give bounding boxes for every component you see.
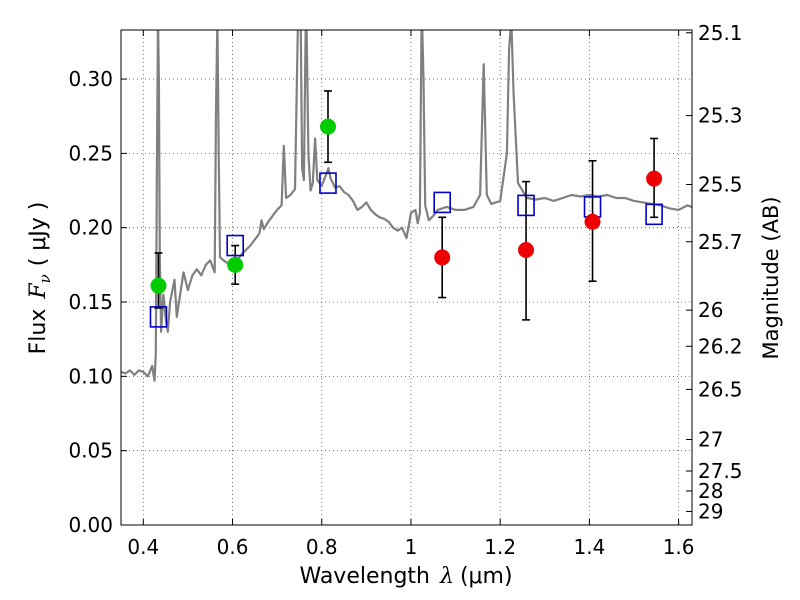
y2-tick-label: 28 — [698, 479, 723, 503]
x-axis-label: Wavelength λ (μm) — [299, 564, 512, 589]
undetected-point-marker — [646, 170, 663, 187]
x-tick-label: 0.6 — [217, 535, 249, 559]
undetected-point-marker — [584, 213, 601, 230]
y2-axis-label: Magnitude (AB) — [759, 196, 783, 359]
y-axis-label-text: Flux — [26, 309, 51, 355]
detected-point-marker — [227, 256, 244, 273]
y-axis-label-subscript: ν — [36, 274, 54, 283]
model-square-marker — [149, 306, 168, 328]
y-axis-label: Flux Fν ( μJy ) — [26, 202, 54, 355]
grid-lines — [121, 30, 692, 526]
y2-tick-label: 27.5 — [698, 459, 743, 483]
detected-point-marker — [150, 277, 167, 294]
detected-point-marker — [319, 118, 336, 135]
x-tick-label: 1.4 — [573, 535, 605, 559]
x-axis-ticks: 0.4 0.6 0.8 1 1.2 1.4 1.6 — [127, 30, 695, 559]
model-square-marker — [226, 234, 244, 257]
x-tick-label: 1.2 — [484, 535, 516, 559]
y2-tick-label: 25.5 — [698, 172, 743, 196]
y-tick-label: 0.25 — [68, 141, 113, 165]
spectrum-line — [121, 30, 692, 382]
plot-frame — [120, 29, 693, 526]
y2-tick-label: 26.2 — [698, 334, 743, 358]
observed-photometry-points — [150, 118, 663, 294]
undetected-point-marker — [518, 242, 535, 258]
y2-tick-label: 25.3 — [698, 104, 743, 128]
y-axis-label-unit: ( μJy ) — [26, 202, 51, 267]
x-axis-label-text: Wavelength — [299, 564, 430, 589]
model-square-marker — [433, 191, 451, 214]
y-tick-label: 0.15 — [68, 290, 113, 314]
model-square-marker — [319, 172, 337, 194]
x-tick-label: 1 — [405, 535, 418, 559]
y-tick-label: 0.30 — [68, 67, 113, 91]
x-tick-label: 1.6 — [663, 535, 695, 559]
model-square-marker — [517, 194, 535, 217]
y-tick-label: 0.00 — [68, 513, 113, 537]
x-tick-label: 0.8 — [306, 535, 338, 559]
x-axis-label-unit: (μm) — [460, 564, 513, 589]
x-axis-label-symbol: λ — [439, 564, 454, 589]
y2-tick-label: 27 — [698, 427, 723, 451]
y-tick-label: 0.20 — [68, 216, 113, 240]
undetected-point-marker — [434, 249, 451, 266]
model-square-marker — [645, 203, 663, 226]
y2-tick-label: 26.5 — [698, 377, 743, 401]
y-tick-label: 0.10 — [68, 364, 113, 388]
x-tick-label: 0.4 — [127, 535, 159, 559]
y2-tick-label: 25.7 — [698, 230, 743, 254]
y-axis-ticks: 0.00 0.05 0.10 0.15 0.20 0.25 0.30 — [68, 67, 127, 537]
y2-tick-label: 29 — [698, 499, 723, 523]
y2-tick-label: 25.1 — [698, 21, 743, 45]
model-photometry-squares — [149, 172, 663, 328]
y-axis-label-symbol: F — [26, 283, 51, 300]
y2-tick-label: 26 — [698, 298, 723, 322]
y-tick-label: 0.05 — [68, 439, 113, 463]
